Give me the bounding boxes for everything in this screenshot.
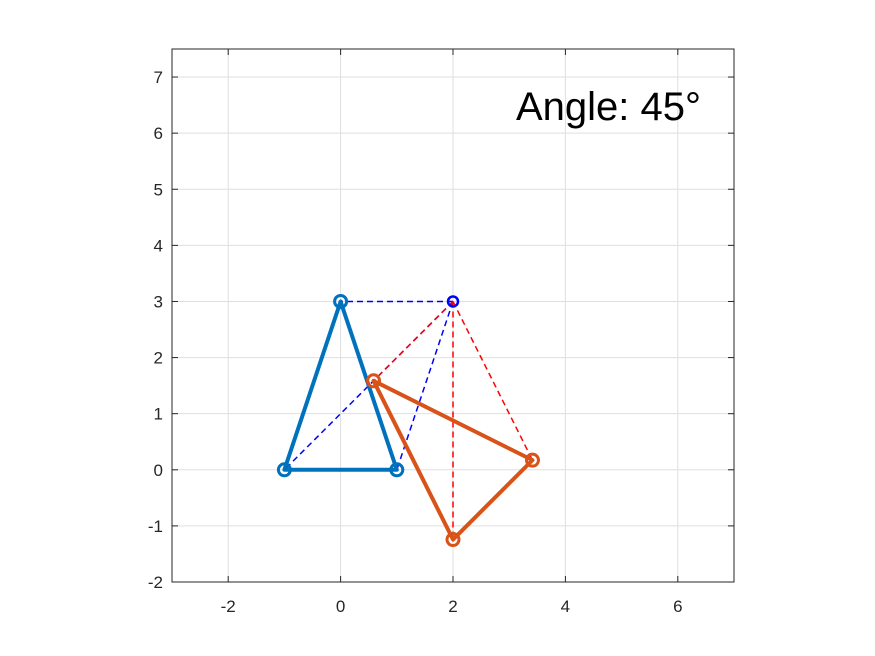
vertex-markers: [276, 293, 540, 548]
y-tick-label: 3: [154, 292, 163, 311]
y-tick-label: -1: [148, 517, 163, 536]
vertex-marker: [445, 532, 461, 548]
vertex-marker: [333, 293, 349, 309]
y-tick-label: 6: [154, 124, 163, 143]
y-tick-label: 0: [154, 461, 163, 480]
vertex-marker: [276, 462, 292, 478]
y-tick-label: 7: [154, 68, 163, 87]
x-tick-labels: -2 0 2 4 6: [221, 597, 683, 616]
y-tick-label: 1: [154, 405, 163, 424]
vertex-marker: [524, 452, 540, 468]
x-tick-label: 4: [561, 597, 570, 616]
y-tick-labels: -2 -1 0 1 2 3 4 5 6 7: [148, 68, 163, 592]
y-tick-label: -2: [148, 573, 163, 592]
triangles: [282, 299, 535, 542]
axis-ticks: [172, 49, 734, 583]
triangle-outline: [371, 378, 535, 542]
x-tick-label: 6: [673, 597, 682, 616]
y-tick-label: 4: [154, 236, 163, 255]
vertex-marker: [389, 462, 405, 478]
y-tick-label: 5: [154, 180, 163, 199]
x-tick-label: 2: [448, 597, 457, 616]
x-tick-label: -2: [221, 597, 236, 616]
dashed-connector: [452, 301, 534, 461]
vertex-marker: [366, 373, 382, 389]
pivot-marker: [446, 295, 460, 308]
x-tick-label: 0: [336, 597, 345, 616]
angle-annotation: Angle: 45°: [516, 85, 701, 129]
y-tick-label: 2: [154, 349, 163, 368]
dashed-connector-lines: [283, 300, 534, 540]
dashed-connector: [373, 300, 454, 382]
